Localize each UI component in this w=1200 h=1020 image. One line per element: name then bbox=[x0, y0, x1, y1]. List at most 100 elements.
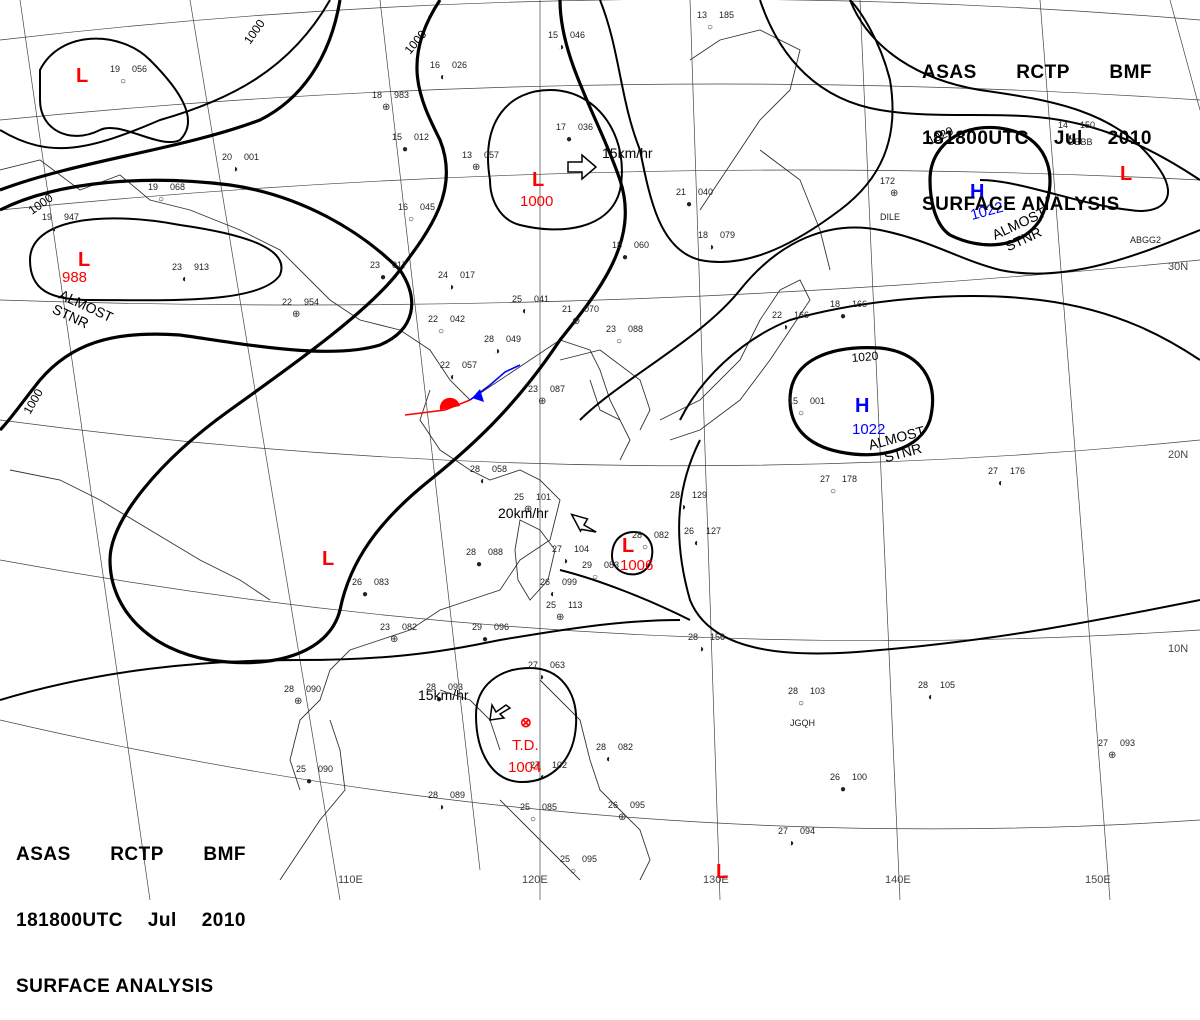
station-cloud-cover-icon: ● bbox=[476, 559, 482, 570]
station-id: ABGG2 bbox=[1130, 235, 1161, 245]
station-cloud-cover-icon: ○ bbox=[642, 542, 648, 553]
station-pressure: 113 bbox=[568, 600, 582, 610]
station-pressure: 103 bbox=[810, 686, 825, 696]
station-pressure: 093 bbox=[1120, 738, 1135, 748]
latitude-label: 20N bbox=[1168, 449, 1188, 461]
station-plot: 27 104 ◑ bbox=[552, 544, 589, 567]
station-plot: 29 096 ● bbox=[472, 622, 509, 645]
header-time: 181800UTC bbox=[16, 910, 123, 931]
station-pressure: 082 bbox=[654, 530, 669, 540]
station-temperature: 172 bbox=[880, 176, 895, 186]
station-temperature: 22 bbox=[772, 310, 782, 320]
station-pressure: 045 bbox=[420, 202, 435, 212]
station-cloud-cover-icon: ◑ bbox=[538, 672, 544, 683]
station-cloud-cover-icon: ◑ bbox=[680, 502, 686, 513]
station-pressure: 104 bbox=[574, 544, 589, 554]
station-pressure: 095 bbox=[630, 800, 645, 810]
station-cloud-cover-icon: ◑ bbox=[698, 644, 704, 655]
station-cloud-cover-icon: ◑ bbox=[232, 164, 238, 175]
station-temperature: 14 bbox=[1058, 120, 1068, 130]
station-plot: 28 103 ○ bbox=[788, 686, 825, 709]
station-temperature: 15 bbox=[788, 396, 798, 406]
motion-speed-label: 15km/hr bbox=[602, 145, 653, 161]
station-plot: 28 156 ◑ bbox=[688, 632, 725, 655]
station-pressure: 101 bbox=[536, 492, 551, 502]
station-temperature: 27 bbox=[530, 760, 540, 770]
header-product: ASAS bbox=[922, 62, 977, 83]
station-pressure: 176 bbox=[1010, 466, 1025, 476]
station-cloud-cover-icon: ◐ bbox=[694, 538, 700, 549]
station-temperature: 25 bbox=[514, 492, 524, 502]
station-cloud-cover-icon: ⊕ bbox=[292, 309, 300, 320]
station-cloud-cover-icon: ◐ bbox=[440, 72, 446, 83]
station-plot: 23 082 ⊕ bbox=[380, 622, 417, 645]
low-center-symbol: L bbox=[322, 548, 334, 570]
station-pressure: 178 bbox=[842, 474, 857, 484]
station-pressure: 102 bbox=[552, 760, 567, 770]
station-pressure: 079 bbox=[720, 230, 735, 240]
station-pressure: 185 bbox=[719, 10, 734, 20]
motion-arrows bbox=[489, 153, 598, 721]
station-pressure: 042 bbox=[450, 314, 465, 324]
station-pressure: 057 bbox=[462, 360, 477, 370]
station-pressure: 129 bbox=[692, 490, 707, 500]
longitude-label: 150E bbox=[1085, 874, 1111, 886]
station-temperature: 20 bbox=[222, 152, 232, 162]
station-cloud-cover-icon: ● bbox=[840, 784, 846, 795]
motion-speed-label: 20km/hr bbox=[498, 505, 549, 521]
station-plot: 23 087 ⊕ bbox=[528, 384, 565, 407]
station-plot: 22 057 ◐ bbox=[440, 360, 477, 383]
station-plot: 25 085 ○ bbox=[520, 802, 557, 825]
station-temperature: 27 bbox=[528, 660, 538, 670]
station-pressure: 947 bbox=[64, 212, 79, 222]
station-cloud-cover-icon: ⊕ bbox=[618, 812, 626, 823]
station-plot: 13 185 ○ bbox=[697, 10, 734, 33]
station-pressure: 068 bbox=[170, 182, 185, 192]
station-pressure: 058 bbox=[492, 464, 507, 474]
station-temperature: 19 bbox=[110, 64, 120, 74]
station-pressure: 088 bbox=[628, 324, 643, 334]
station-pressure: 046 bbox=[570, 30, 585, 40]
station-cloud-cover-icon: ◑ bbox=[448, 282, 454, 293]
station-temperature: 26 bbox=[830, 772, 840, 782]
station-temperature: 28 bbox=[918, 680, 928, 690]
header-month: Jul bbox=[1053, 128, 1083, 149]
header-line-2: 181800UTC Jul 2010 bbox=[16, 910, 246, 932]
station-pressure: 100 bbox=[852, 772, 867, 782]
station-plot: 18 079 ◑ bbox=[698, 230, 735, 253]
station-temperature: 18 bbox=[830, 299, 840, 309]
station-plot: 13 057 ⊕ bbox=[462, 150, 499, 173]
station-cloud-cover-icon: ◐ bbox=[928, 692, 934, 703]
station-cloud-cover-icon: ● bbox=[380, 272, 386, 283]
station-temperature: 28 bbox=[688, 632, 698, 642]
station-temperature: 28 bbox=[470, 464, 480, 474]
station-cloud-cover-icon: ◐ bbox=[540, 772, 546, 783]
station-pressure: 127 bbox=[706, 526, 721, 536]
low-taiwan: L 1006 20km/hr bbox=[498, 505, 653, 574]
station-pressure: 954 bbox=[304, 297, 319, 307]
station-plot: 26 095 ⊕ bbox=[608, 800, 645, 823]
station-pressure: 166 bbox=[794, 310, 809, 320]
station-cloud-cover-icon: ○ bbox=[616, 336, 622, 347]
station-plot: 25 041 ◐ bbox=[512, 294, 549, 317]
station-cloud-cover-icon: ○ bbox=[408, 214, 414, 225]
station-temperature: 27 bbox=[552, 544, 562, 554]
station-plot: 23 913 ◐ bbox=[172, 262, 209, 285]
tropical-depression-icon: ⊗ bbox=[520, 714, 532, 730]
station-plot: 23 017 ● bbox=[370, 260, 407, 283]
motion-arrow-icon bbox=[567, 153, 598, 181]
station-temperature: 26 bbox=[352, 577, 362, 587]
station-plot: 172 ⊕ bbox=[880, 176, 898, 199]
station-plot: 17 036 ● bbox=[556, 122, 593, 145]
station-pressure: 105 bbox=[940, 680, 955, 690]
station-pressure: 166 bbox=[852, 299, 867, 309]
station-temperature: 13 bbox=[697, 10, 707, 20]
station-plot: 28 129 ◑ bbox=[670, 490, 707, 513]
low-center-symbol: L bbox=[622, 535, 634, 557]
header-time: 181800UTC bbox=[922, 128, 1029, 149]
station-temperature: 29 bbox=[582, 560, 592, 570]
station-plot: 16 045 ○ bbox=[398, 202, 435, 225]
station-plot: 27 094 ◑ bbox=[778, 826, 815, 849]
high-center-symbol: H bbox=[855, 395, 869, 417]
station-plot: 24 017 ◑ bbox=[438, 270, 475, 293]
